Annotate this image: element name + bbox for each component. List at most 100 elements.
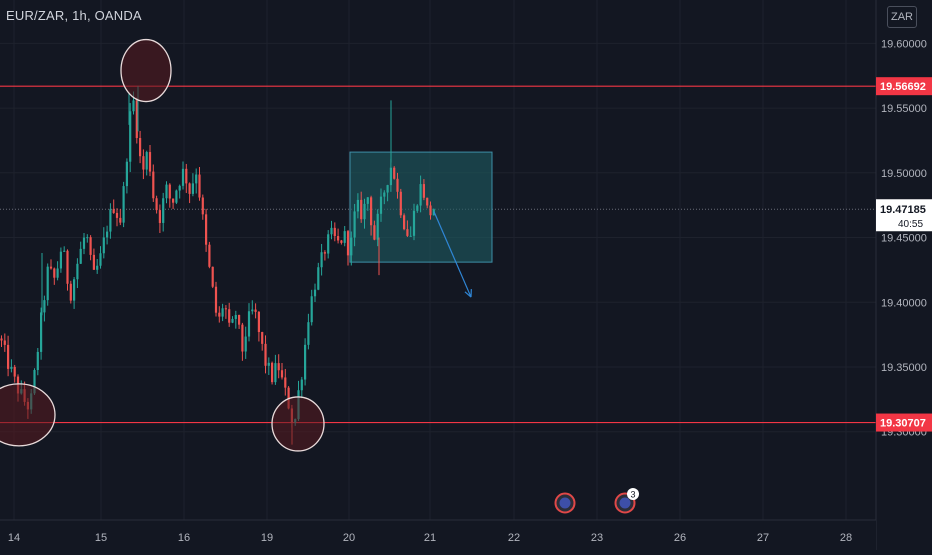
candle-body — [202, 198, 204, 215]
candle-body — [284, 377, 286, 387]
candle-body — [185, 169, 187, 184]
currency-button[interactable]: ZAR — [887, 6, 917, 28]
candle-body — [377, 214, 379, 240]
x-tick-label: 28 — [840, 532, 852, 544]
candle-body — [90, 237, 92, 255]
circle-annotation — [272, 397, 324, 451]
candle-body — [264, 344, 266, 366]
x-tick-label: 19 — [261, 532, 273, 544]
candle-body — [132, 100, 134, 111]
candle-body — [189, 183, 191, 194]
price-level-tag-label: 19.30707 — [880, 418, 926, 430]
candle-body — [60, 252, 62, 269]
candle-body — [53, 268, 55, 277]
countdown-label: 40:55 — [898, 219, 923, 230]
candle-body — [241, 325, 243, 352]
price-level-tag-label: 19.56692 — [880, 81, 926, 93]
candle-body — [86, 237, 88, 238]
candle-body — [231, 319, 233, 323]
candle-body — [10, 367, 12, 369]
candle-body — [370, 197, 372, 225]
y-tick-label: 19.60000 — [881, 38, 927, 50]
candle-body — [179, 186, 181, 191]
candle-body — [76, 264, 78, 279]
candle-body — [248, 311, 250, 336]
candle-body — [149, 152, 151, 172]
candle-body — [251, 310, 253, 312]
candle-body — [73, 279, 75, 300]
candle-series — [0, 86, 435, 445]
candle-body — [225, 308, 227, 309]
candle-body — [311, 296, 313, 322]
candle-body — [63, 251, 65, 252]
candle-body — [317, 267, 319, 289]
candle-body — [403, 215, 405, 229]
candle-body — [258, 312, 260, 332]
candle-body — [43, 300, 45, 312]
candle-body — [222, 308, 224, 316]
y-tick-label: 19.45000 — [881, 233, 927, 245]
candle-body — [238, 315, 240, 325]
candle-body — [420, 184, 422, 205]
x-tick-label: 15 — [95, 532, 107, 544]
candle-body — [218, 313, 220, 317]
candle-body — [321, 252, 323, 267]
candle-body — [307, 322, 309, 345]
event-flag-icon — [560, 498, 571, 509]
candle-body — [37, 352, 39, 370]
candle-body — [119, 218, 121, 223]
x-tick-label: 21 — [424, 532, 436, 544]
circle-annotation — [0, 384, 55, 446]
candle-body — [337, 236, 339, 240]
candle-body — [103, 237, 105, 253]
candle-body — [340, 240, 342, 242]
candle-body — [228, 309, 230, 322]
candle-body — [208, 245, 210, 267]
candle-body — [301, 380, 303, 391]
candle-body — [106, 232, 108, 238]
time-axis-panel — [0, 520, 876, 550]
x-tick-label: 14 — [8, 532, 20, 544]
candle-body — [195, 175, 197, 184]
x-tick-label: 20 — [343, 532, 355, 544]
candle-body — [14, 367, 16, 377]
candle-body — [96, 266, 98, 270]
candle-body — [274, 363, 276, 382]
candle-body — [390, 168, 392, 185]
y-tick-label: 19.50000 — [881, 168, 927, 180]
candle-body — [344, 231, 346, 243]
y-tick-label: 19.55000 — [881, 103, 927, 115]
candle-body — [268, 363, 270, 366]
candle-body — [393, 168, 395, 179]
candle-body — [192, 183, 194, 194]
x-tick-label: 27 — [757, 532, 769, 544]
candle-body — [70, 284, 72, 301]
circle-annotations — [0, 40, 324, 451]
candle-body — [423, 184, 425, 198]
candle-body — [281, 370, 283, 377]
candle-body — [387, 185, 389, 192]
candle-body — [165, 185, 167, 199]
candle-body — [113, 209, 115, 213]
candle-body — [367, 197, 369, 204]
candle-body — [347, 231, 349, 255]
candle-body — [373, 225, 375, 239]
candle-body — [99, 253, 101, 265]
candle-body — [169, 185, 171, 199]
candle-body — [116, 213, 118, 218]
candle-body — [360, 200, 362, 219]
candle-body — [205, 214, 207, 244]
candle-body — [57, 268, 59, 277]
candle-body — [126, 162, 128, 186]
candle-body — [123, 186, 125, 223]
candle-body — [334, 228, 336, 236]
candle-body — [198, 175, 200, 198]
candle-body — [109, 209, 111, 231]
x-tick-label: 22 — [508, 532, 520, 544]
candle-body — [156, 198, 158, 210]
event-count-label: 3 — [630, 490, 635, 500]
candle-body — [357, 200, 359, 212]
candle-body — [426, 198, 428, 206]
